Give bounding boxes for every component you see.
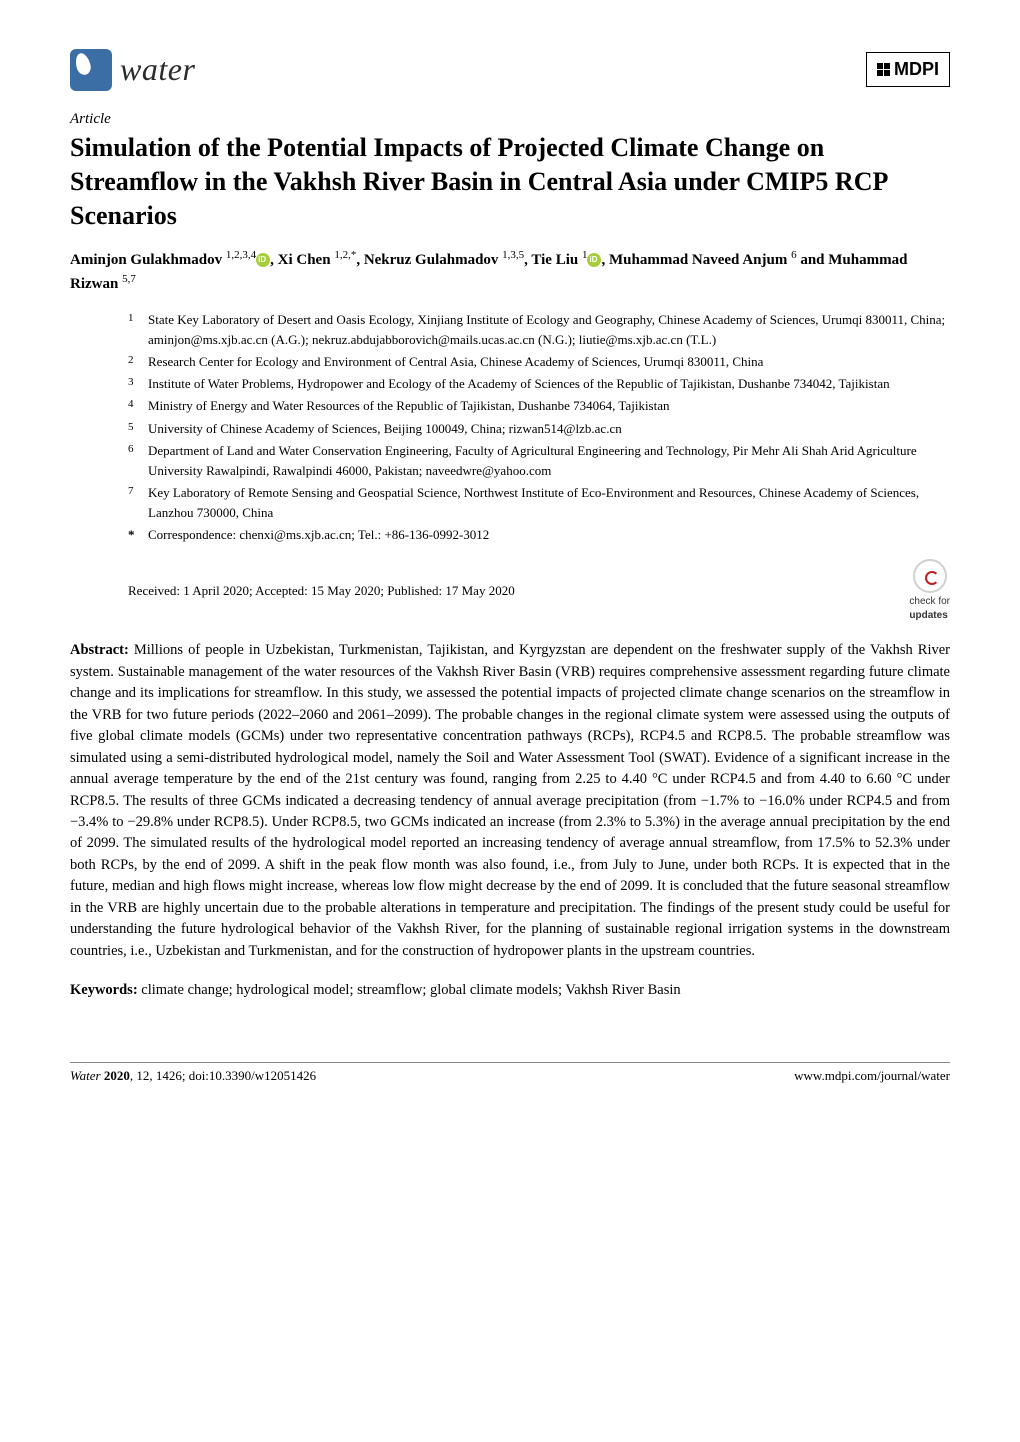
aff-num: 7 — [128, 483, 148, 523]
water-drop-icon — [70, 49, 112, 91]
author-1: Aminjon Gulakhmadov — [70, 252, 226, 268]
check-updates-badge[interactable]: check for updates — [909, 559, 950, 622]
aff-text: Research Center for Ecology and Environm… — [148, 352, 950, 372]
aff-text: Correspondence: chenxi@ms.xjb.ac.cn; Tel… — [148, 525, 950, 545]
aff-text: Key Laboratory of Remote Sensing and Geo… — [148, 483, 950, 523]
mdpi-logo: MDPI — [866, 52, 950, 86]
aff-text: Institute of Water Problems, Hydropower … — [148, 374, 950, 394]
aff-num: 5 — [128, 419, 148, 439]
aff-text: State Key Laboratory of Desert and Oasis… — [148, 310, 950, 350]
keywords-label: Keywords: — [70, 982, 138, 998]
affiliation-row: 4Ministry of Energy and Water Resources … — [128, 396, 950, 416]
author-2: , Xi Chen — [270, 252, 334, 268]
author-2-aff: 1,2, — [334, 249, 351, 261]
abstract-label: Abstract: — [70, 642, 129, 658]
orcid-icon — [587, 253, 601, 267]
footer-journal: Water — [70, 1068, 104, 1083]
affiliation-row: 3Institute of Water Problems, Hydropower… — [128, 374, 950, 394]
keywords-text: climate change; hydrological model; stre… — [138, 982, 681, 998]
article-type: Article — [70, 109, 950, 129]
affiliation-row: 1State Key Laboratory of Desert and Oasi… — [128, 310, 950, 350]
header: water MDPI — [70, 48, 950, 91]
aff-num: 1 — [128, 310, 148, 350]
journal-name: water — [120, 48, 195, 91]
affiliation-row: 6Department of Land and Water Conservati… — [128, 441, 950, 481]
affiliation-row: 2Research Center for Ecology and Environ… — [128, 352, 950, 372]
aff-num: 2 — [128, 352, 148, 372]
affiliations-block: 1State Key Laboratory of Desert and Oasi… — [70, 310, 950, 546]
publisher-name: MDPI — [894, 57, 939, 81]
author-6-aff: 5,7 — [122, 273, 136, 285]
aff-text: Ministry of Energy and Water Resources o… — [148, 396, 950, 416]
footer-year: 2020 — [104, 1068, 130, 1083]
updates-label-2: updates — [909, 609, 950, 623]
footer-citation: , 12, 1426; doi:10.3390/w12051426 — [130, 1068, 316, 1083]
author-3-aff: 1,3,5 — [502, 249, 524, 261]
check-updates-icon — [913, 559, 947, 593]
author-5: , Muhammad Naveed Anjum — [601, 252, 791, 268]
article-title: Simulation of the Potential Impacts of P… — [70, 131, 950, 232]
aff-num: * — [128, 525, 148, 545]
check-updates-label: check for updates — [909, 595, 950, 622]
abstract-text: Millions of people in Uzbekistan, Turkme… — [70, 642, 950, 958]
affiliation-row: *Correspondence: chenxi@ms.xjb.ac.cn; Te… — [128, 525, 950, 545]
orcid-icon — [256, 253, 270, 267]
affiliation-row: 7Key Laboratory of Remote Sensing and Ge… — [128, 483, 950, 523]
keywords: Keywords: climate change; hydrological m… — [70, 980, 950, 1001]
journal-logo: water — [70, 48, 195, 91]
aff-num: 3 — [128, 374, 148, 394]
affiliation-row: 5University of Chinese Academy of Scienc… — [128, 419, 950, 439]
aff-text: University of Chinese Academy of Science… — [148, 419, 950, 439]
author-3: , Nekruz Gulahmadov — [356, 252, 502, 268]
updates-label-1: check for — [909, 596, 950, 607]
dates-row: Received: 1 April 2020; Accepted: 15 May… — [70, 559, 950, 622]
aff-text: Department of Land and Water Conservatio… — [148, 441, 950, 481]
authors-line: Aminjon Gulakhmadov 1,2,3,4 , Xi Chen 1,2… — [70, 247, 950, 296]
abstract: Abstract: Millions of people in Uzbekist… — [70, 640, 950, 962]
author-4: , Tie Liu — [524, 252, 582, 268]
mdpi-squares-icon — [877, 63, 890, 76]
dates-text: Received: 1 April 2020; Accepted: 15 May… — [128, 582, 515, 600]
footer: Water 2020, 12, 1426; doi:10.3390/w12051… — [70, 1062, 950, 1085]
author-1-aff: 1,2,3,4 — [226, 249, 256, 261]
footer-left: Water 2020, 12, 1426; doi:10.3390/w12051… — [70, 1067, 316, 1085]
aff-num: 4 — [128, 396, 148, 416]
aff-num: 6 — [128, 441, 148, 481]
footer-url: www.mdpi.com/journal/water — [794, 1067, 950, 1085]
